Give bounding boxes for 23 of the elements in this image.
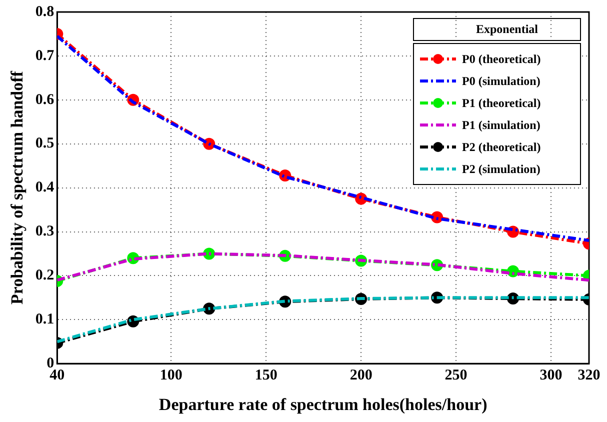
x-tick-label: 150 (254, 367, 278, 384)
y-tick-label: 0.7 (35, 48, 55, 64)
x-tick-label: 200 (350, 367, 372, 384)
legend-label: P1 (simulation) (462, 118, 540, 132)
x-axis-title: Departure rate of spectrum holes(holes/hour) (158, 395, 488, 414)
legend-label: P1 (theoretical) (462, 96, 541, 110)
x-tick-label: 250 (444, 367, 468, 384)
legend-label: P2 (theoretical) (462, 140, 541, 154)
x-tick-label: 100 (160, 367, 182, 384)
y-tick-label: 0.8 (35, 4, 54, 20)
legend-title: Exponential (413, 18, 581, 41)
legend-label: P0 (simulation) (462, 74, 540, 88)
x-tick-label: 320 (578, 367, 600, 384)
y-tick-label: 0.6 (35, 92, 55, 108)
y-tick-label: 0.4 (35, 180, 55, 196)
y-tick-label: 0.5 (35, 136, 54, 152)
legend-label: P0 (theoretical) (462, 52, 541, 66)
x-tick-label: 300 (540, 367, 562, 384)
y-tick-label: 0.1 (35, 312, 54, 328)
y-tick-label: 0.3 (35, 224, 54, 240)
legend-label: P2 (simulation) (462, 162, 540, 176)
y-tick-label: 0.2 (35, 268, 54, 284)
y-axis-title: Probability of spectrum handoff (8, 70, 27, 305)
